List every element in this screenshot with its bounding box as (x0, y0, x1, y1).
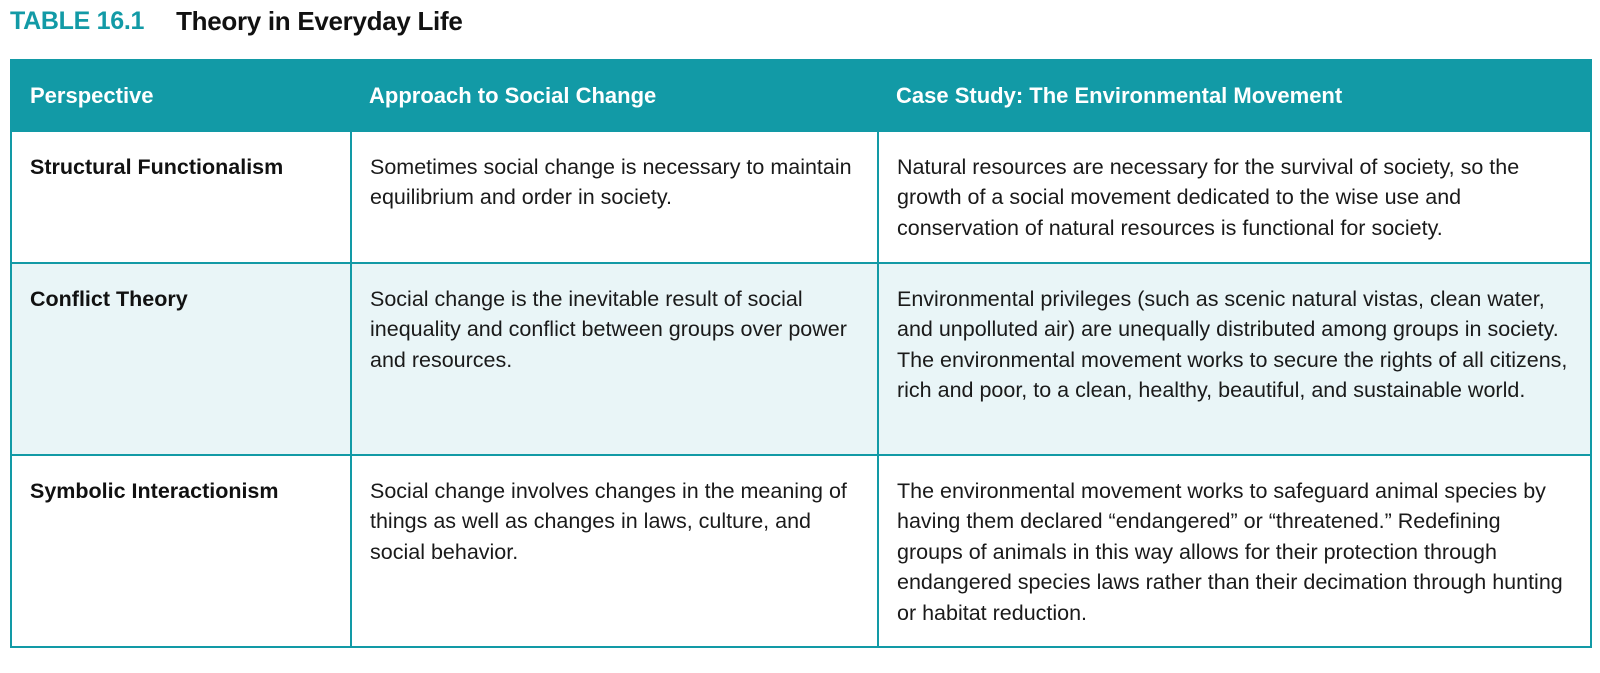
table-header: Perspective Approach to Social Change Ca… (11, 60, 1591, 131)
table-body: Structural Functionalism Sometimes socia… (11, 130, 1591, 648)
header-case-study: Case Study: The Environmental Movement (896, 82, 1343, 108)
perspective-cell: Structural Functionalism (11, 130, 351, 263)
case-study-text: Natural resources are necessary for the … (897, 155, 1520, 240)
case-study-cell: The environmental movement works to safe… (877, 453, 1591, 648)
case-study-text: Environmental privileges (such as scenic… (897, 287, 1568, 403)
table-caption: TABLE 16.1 Theory in Everyday Life (10, 4, 463, 38)
perspective-cell: Symbolic Interactionism (11, 453, 351, 648)
header-perspective: Perspective (30, 82, 154, 108)
approach-text: Social change involves changes in the me… (370, 479, 847, 564)
perspective-text: Conflict Theory (30, 287, 188, 311)
table-number: TABLE 16.1 (10, 6, 145, 35)
table-row: Structural Functionalism Sometimes socia… (11, 130, 1591, 263)
header-approach: Approach to Social Change (369, 82, 657, 108)
header-row: Perspective Approach to Social Change Ca… (11, 60, 1591, 131)
case-study-text: The environmental movement works to safe… (897, 479, 1563, 625)
perspective-text: Symbolic Interactionism (30, 479, 279, 503)
approach-cell: Social change involves changes in the me… (350, 453, 878, 648)
table-row: Symbolic Interactionism Social change in… (11, 453, 1591, 648)
approach-cell: Sometimes social change is necessary to … (350, 130, 878, 263)
approach-text: Sometimes social change is necessary to … (370, 155, 852, 210)
perspective-text: Structural Functionalism (30, 155, 284, 179)
approach-cell: Social change is the inevitable result o… (350, 262, 878, 455)
table-row: Conflict Theory Social change is the ine… (11, 262, 1591, 455)
approach-text: Social change is the inevitable result o… (370, 287, 847, 372)
perspective-cell: Conflict Theory (11, 262, 351, 455)
table-title: Theory in Everyday Life (176, 5, 463, 36)
case-study-cell: Environmental privileges (such as scenic… (877, 262, 1591, 455)
theory-table: Perspective Approach to Social Change Ca… (10, 59, 1592, 649)
case-study-cell: Natural resources are necessary for the … (877, 130, 1591, 263)
